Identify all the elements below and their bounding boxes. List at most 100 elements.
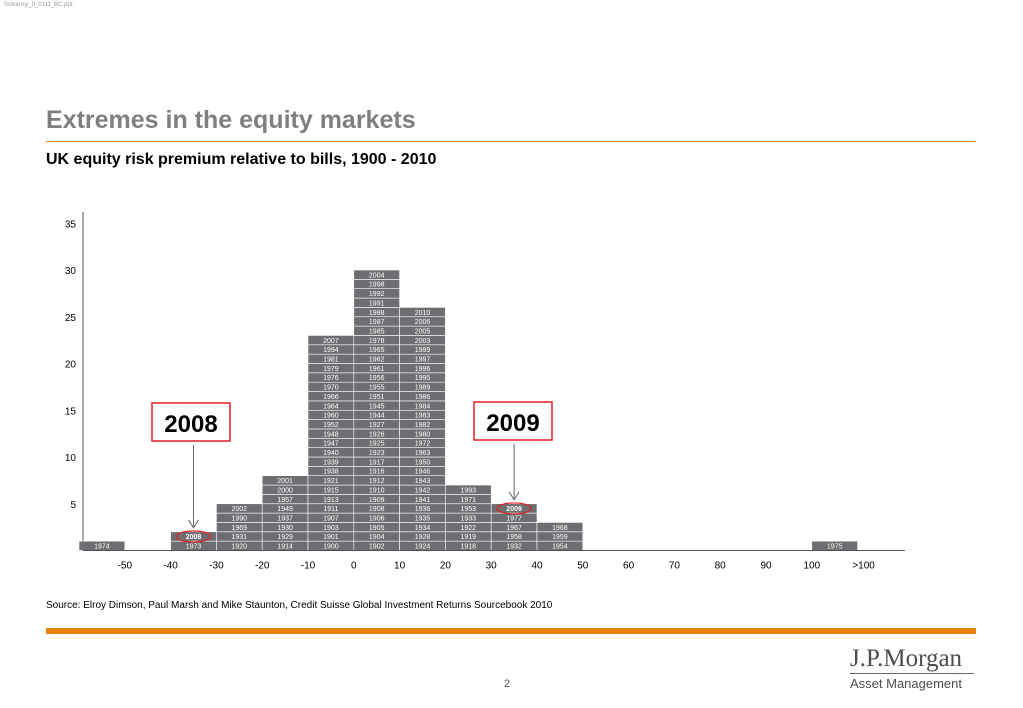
year-label: 1997 (415, 357, 431, 364)
source-note: Source: Elroy Dimson, Paul Marsh and Mik… (46, 600, 553, 611)
logo-main-text: J.P.Morgan (850, 645, 963, 672)
x-tick-label: 10 (394, 561, 406, 572)
year-label: 1951 (369, 394, 385, 401)
year-label: 1969 (232, 525, 248, 532)
year-label: 1967 (506, 525, 522, 532)
year-label: 1933 (461, 515, 477, 522)
year-label: 1944 (369, 413, 385, 420)
year-label: 1973 (186, 544, 202, 551)
year-label: 1929 (277, 534, 293, 541)
x-tick-label: 20 (440, 561, 452, 572)
year-label: 1924 (415, 544, 431, 551)
year-label: 1989 (415, 385, 431, 392)
year-label: 1999 (415, 347, 431, 354)
year-label: 1993 (461, 487, 477, 494)
year-label: 1922 (461, 525, 477, 532)
x-tick-label: -40 (163, 561, 178, 572)
year-label: 1928 (415, 534, 431, 541)
year-label: 1968 (552, 525, 568, 532)
callout-arrow-head (508, 491, 520, 501)
year-label: 1936 (415, 506, 431, 513)
year-label: 1957 (277, 497, 293, 504)
year-label: 1964 (323, 403, 339, 410)
year-label: 1939 (323, 459, 339, 466)
year-label: 1949 (277, 506, 293, 513)
year-label: 2007 (323, 338, 339, 345)
year-label: 1943 (415, 478, 431, 485)
year-label: 1995 (415, 375, 431, 382)
year-label: 1934 (415, 525, 431, 532)
year-label: 1908 (369, 506, 385, 513)
year-label: 1979 (323, 366, 339, 373)
page-title: Extremes in the equity markets (46, 106, 416, 134)
year-label: 1931 (232, 534, 248, 541)
year-label: 1990 (232, 515, 248, 522)
year-label: 1984 (415, 403, 431, 410)
year-label: 1974 (94, 544, 110, 551)
highlight-ring (175, 530, 212, 543)
year-label: 1970 (323, 385, 339, 392)
year-label: 1910 (369, 487, 385, 494)
x-tick-label: 0 (351, 561, 357, 572)
y-tick-label: 20 (65, 360, 77, 371)
year-label: 1966 (323, 394, 339, 401)
histogram-cell (536, 522, 584, 533)
histogram-cell (353, 269, 400, 280)
year-label: 1935 (415, 515, 431, 522)
year-label: 2001 (277, 478, 293, 485)
x-tick-label: -20 (255, 561, 270, 572)
x-tick-label: -50 (118, 561, 133, 572)
year-label: 2004 (369, 272, 385, 279)
logo-rule (850, 673, 974, 674)
year-label: 1914 (277, 544, 293, 551)
year-label: 1932 (506, 544, 522, 551)
year-label: 1918 (461, 544, 477, 551)
callout-arrow-head (188, 519, 199, 529)
year-label: 1980 (415, 431, 431, 438)
year-label: 1998 (369, 282, 385, 289)
x-tick-label: 80 (715, 561, 727, 572)
year-label: 1906 (369, 515, 385, 522)
logo-sub-text: Asset Management (850, 676, 963, 691)
histogram-cell (490, 503, 538, 514)
y-tick-label: 10 (65, 453, 77, 464)
year-label: 1945 (369, 403, 385, 410)
year-label: 1994 (323, 347, 339, 354)
highlight-ring (496, 502, 532, 515)
year-label: 1913 (323, 497, 339, 504)
year-label: 1961 (369, 366, 385, 373)
histogram-cell (445, 484, 492, 495)
x-tick-label: 70 (669, 561, 681, 572)
year-label: 1900 (323, 544, 339, 551)
year-label: 1988 (369, 310, 385, 317)
y-tick-label: 5 (70, 500, 76, 511)
year-label: 1956 (369, 375, 385, 382)
year-label: 1946 (415, 469, 431, 476)
year-label: 2010 (415, 310, 431, 317)
year-label: 1937 (277, 515, 293, 522)
x-tick-label: 30 (486, 561, 498, 572)
x-tick-label: 90 (760, 561, 772, 572)
year-label: 1976 (323, 375, 339, 382)
x-tick-label: 50 (577, 561, 589, 572)
x-tick-label: 60 (623, 561, 635, 572)
year-label: 1953 (461, 506, 477, 513)
year-label: 1972 (415, 441, 431, 448)
year-label: 1911 (323, 506, 338, 513)
x-tick-label: >100 (852, 561, 875, 572)
year-label: 1901 (323, 534, 339, 541)
year-label: 1955 (369, 385, 385, 392)
x-tick-label: 40 (531, 561, 543, 572)
year-label: 1919 (461, 534, 477, 541)
year-label: 1952 (323, 422, 339, 429)
year-label: 1975 (827, 544, 843, 551)
year-label: 1902 (369, 544, 385, 551)
year-label: 1985 (369, 328, 385, 335)
year-label: 1950 (415, 459, 431, 466)
year-label: 1930 (277, 525, 293, 532)
year-label: 1915 (323, 487, 339, 494)
year-label: 1992 (369, 291, 385, 298)
year-label: 2008 (186, 534, 202, 541)
year-label: 2002 (232, 506, 248, 513)
x-tick-label: -30 (209, 561, 224, 572)
